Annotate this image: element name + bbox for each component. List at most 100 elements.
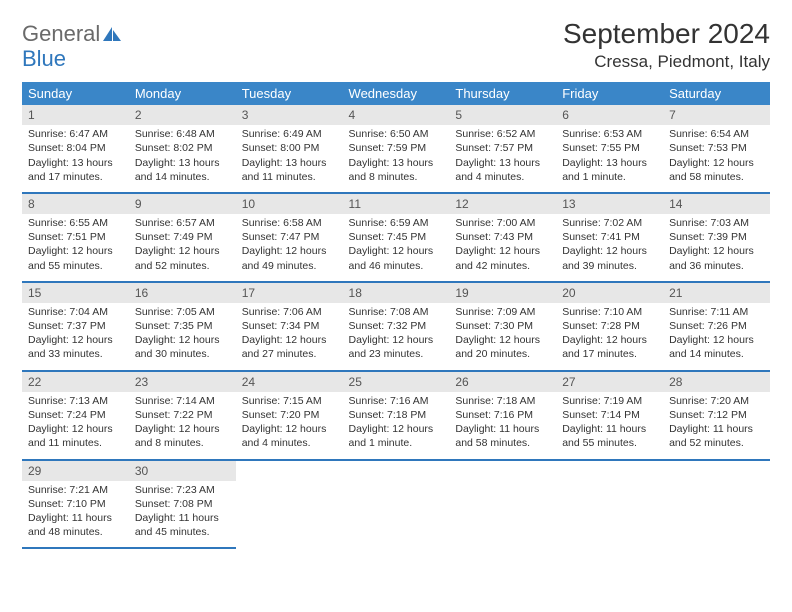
day-detail-cell: Sunrise: 7:19 AMSunset: 7:14 PMDaylight:…	[556, 392, 663, 459]
day-number-cell: 1	[22, 105, 129, 125]
day-number-cell: 26	[449, 372, 556, 392]
daylight-line: Daylight: 13 hours and 14 minutes.	[135, 156, 230, 184]
day-number-row: 891011121314	[22, 194, 770, 214]
day-detail-cell: Sunrise: 7:08 AMSunset: 7:32 PMDaylight:…	[343, 303, 450, 370]
day-number-cell: 9	[129, 194, 236, 214]
sunrise-line: Sunrise: 7:11 AM	[669, 305, 764, 319]
daylight-line: Daylight: 12 hours and 11 minutes.	[28, 422, 123, 450]
day-number-cell: 22	[22, 372, 129, 392]
sunset-line: Sunset: 7:43 PM	[455, 230, 550, 244]
day-number-cell	[449, 461, 556, 481]
sunset-line: Sunset: 7:18 PM	[349, 408, 444, 422]
daylight-line: Daylight: 13 hours and 17 minutes.	[28, 156, 123, 184]
sunrise-line: Sunrise: 7:06 AM	[242, 305, 337, 319]
day-detail-cell	[343, 481, 450, 548]
day-number-cell: 4	[343, 105, 450, 125]
sunset-line: Sunset: 7:57 PM	[455, 141, 550, 155]
daylight-line: Daylight: 11 hours and 45 minutes.	[135, 511, 230, 539]
weekday-header: Tuesday	[236, 82, 343, 105]
day-detail-cell: Sunrise: 6:52 AMSunset: 7:57 PMDaylight:…	[449, 125, 556, 192]
day-detail-cell: Sunrise: 6:50 AMSunset: 7:59 PMDaylight:…	[343, 125, 450, 192]
daylight-line: Daylight: 12 hours and 55 minutes.	[28, 244, 123, 272]
sunset-line: Sunset: 7:22 PM	[135, 408, 230, 422]
day-number-cell: 3	[236, 105, 343, 125]
sunset-line: Sunset: 7:28 PM	[562, 319, 657, 333]
day-detail-cell: Sunrise: 6:57 AMSunset: 7:49 PMDaylight:…	[129, 214, 236, 281]
sunset-line: Sunset: 7:20 PM	[242, 408, 337, 422]
day-detail-cell: Sunrise: 6:49 AMSunset: 8:00 PMDaylight:…	[236, 125, 343, 192]
sunrise-line: Sunrise: 6:58 AM	[242, 216, 337, 230]
daylight-line: Daylight: 12 hours and 27 minutes.	[242, 333, 337, 361]
sunset-line: Sunset: 7:39 PM	[669, 230, 764, 244]
weekday-header: Sunday	[22, 82, 129, 105]
day-number-cell: 7	[663, 105, 770, 125]
day-number-cell: 24	[236, 372, 343, 392]
daylight-line: Daylight: 13 hours and 1 minute.	[562, 156, 657, 184]
calendar-table: SundayMondayTuesdayWednesdayThursdayFrid…	[22, 82, 770, 549]
sunrise-line: Sunrise: 6:59 AM	[349, 216, 444, 230]
day-number-cell: 18	[343, 283, 450, 303]
day-number-row: 1234567	[22, 105, 770, 125]
day-number-cell: 17	[236, 283, 343, 303]
header: General Blue September 2024 Cressa, Pied…	[22, 18, 770, 72]
day-number-cell	[343, 461, 450, 481]
daylight-line: Daylight: 12 hours and 1 minute.	[349, 422, 444, 450]
sunset-line: Sunset: 8:04 PM	[28, 141, 123, 155]
day-detail-row: Sunrise: 6:47 AMSunset: 8:04 PMDaylight:…	[22, 125, 770, 192]
day-number-cell: 19	[449, 283, 556, 303]
weekday-header: Wednesday	[343, 82, 450, 105]
sunset-line: Sunset: 7:55 PM	[562, 141, 657, 155]
day-number-cell: 2	[129, 105, 236, 125]
day-detail-cell: Sunrise: 7:15 AMSunset: 7:20 PMDaylight:…	[236, 392, 343, 459]
sunrise-line: Sunrise: 7:00 AM	[455, 216, 550, 230]
sunrise-line: Sunrise: 7:19 AM	[562, 394, 657, 408]
daylight-line: Daylight: 12 hours and 17 minutes.	[562, 333, 657, 361]
sunset-line: Sunset: 7:53 PM	[669, 141, 764, 155]
month-title: September 2024	[563, 18, 770, 50]
day-detail-cell: Sunrise: 7:05 AMSunset: 7:35 PMDaylight:…	[129, 303, 236, 370]
day-detail-cell: Sunrise: 7:11 AMSunset: 7:26 PMDaylight:…	[663, 303, 770, 370]
sunrise-line: Sunrise: 7:16 AM	[349, 394, 444, 408]
sunrise-line: Sunrise: 7:08 AM	[349, 305, 444, 319]
daylight-line: Daylight: 12 hours and 33 minutes.	[28, 333, 123, 361]
logo-text-gray: General	[22, 21, 100, 46]
sunset-line: Sunset: 7:08 PM	[135, 497, 230, 511]
day-detail-row: Sunrise: 7:13 AMSunset: 7:24 PMDaylight:…	[22, 392, 770, 459]
sunset-line: Sunset: 7:47 PM	[242, 230, 337, 244]
day-number-cell: 16	[129, 283, 236, 303]
daylight-line: Daylight: 11 hours and 58 minutes.	[455, 422, 550, 450]
sunrise-line: Sunrise: 7:04 AM	[28, 305, 123, 319]
day-detail-cell	[236, 481, 343, 548]
day-detail-row: Sunrise: 6:55 AMSunset: 7:51 PMDaylight:…	[22, 214, 770, 281]
daylight-line: Daylight: 12 hours and 20 minutes.	[455, 333, 550, 361]
sunset-line: Sunset: 8:02 PM	[135, 141, 230, 155]
sunset-line: Sunset: 7:10 PM	[28, 497, 123, 511]
day-detail-cell: Sunrise: 6:59 AMSunset: 7:45 PMDaylight:…	[343, 214, 450, 281]
day-detail-cell: Sunrise: 6:54 AMSunset: 7:53 PMDaylight:…	[663, 125, 770, 192]
daylight-line: Daylight: 12 hours and 14 minutes.	[669, 333, 764, 361]
day-detail-cell: Sunrise: 7:00 AMSunset: 7:43 PMDaylight:…	[449, 214, 556, 281]
day-detail-row: Sunrise: 7:21 AMSunset: 7:10 PMDaylight:…	[22, 481, 770, 548]
sunrise-line: Sunrise: 6:48 AM	[135, 127, 230, 141]
day-detail-cell: Sunrise: 7:20 AMSunset: 7:12 PMDaylight:…	[663, 392, 770, 459]
day-detail-cell: Sunrise: 7:10 AMSunset: 7:28 PMDaylight:…	[556, 303, 663, 370]
daylight-line: Daylight: 13 hours and 4 minutes.	[455, 156, 550, 184]
daylight-line: Daylight: 12 hours and 46 minutes.	[349, 244, 444, 272]
sunset-line: Sunset: 7:30 PM	[455, 319, 550, 333]
sunrise-line: Sunrise: 6:52 AM	[455, 127, 550, 141]
sunset-line: Sunset: 7:34 PM	[242, 319, 337, 333]
sunset-line: Sunset: 7:16 PM	[455, 408, 550, 422]
day-number-cell: 11	[343, 194, 450, 214]
day-detail-cell: Sunrise: 7:18 AMSunset: 7:16 PMDaylight:…	[449, 392, 556, 459]
daylight-line: Daylight: 12 hours and 39 minutes.	[562, 244, 657, 272]
day-number-cell: 5	[449, 105, 556, 125]
day-number-cell	[556, 461, 663, 481]
day-detail-cell: Sunrise: 7:03 AMSunset: 7:39 PMDaylight:…	[663, 214, 770, 281]
sunrise-line: Sunrise: 7:14 AM	[135, 394, 230, 408]
daylight-line: Daylight: 12 hours and 42 minutes.	[455, 244, 550, 272]
day-number-cell: 13	[556, 194, 663, 214]
logo: General Blue	[22, 22, 122, 71]
sunset-line: Sunset: 7:12 PM	[669, 408, 764, 422]
sunrise-line: Sunrise: 7:23 AM	[135, 483, 230, 497]
daylight-line: Daylight: 12 hours and 49 minutes.	[242, 244, 337, 272]
